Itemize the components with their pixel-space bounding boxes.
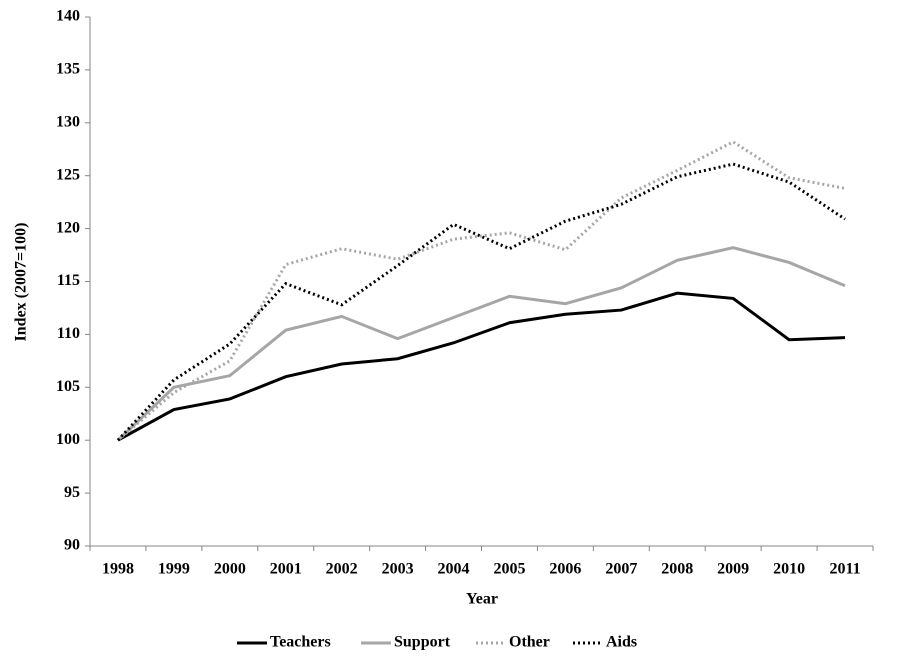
y-tick-label: 125 — [56, 166, 80, 183]
y-tick-label: 130 — [56, 113, 80, 130]
series-line — [116, 162, 846, 442]
x-tick-label: 2005 — [493, 561, 525, 578]
series-line — [116, 246, 846, 442]
x-axis-title: Year — [466, 591, 498, 608]
x-tick-label: 2002 — [326, 561, 358, 578]
y-tick-label: 115 — [57, 272, 80, 289]
y-tick-label: 105 — [56, 378, 80, 395]
legend-label: Aids — [606, 634, 637, 651]
legend-label: Support — [394, 634, 451, 651]
y-tick-label: 90 — [64, 537, 80, 554]
x-tick-label: 2008 — [661, 561, 693, 578]
y-tick-label: 110 — [57, 325, 80, 342]
x-tick-label: 2004 — [438, 561, 470, 578]
y-tick-label: 100 — [56, 431, 80, 448]
series-line — [117, 291, 846, 442]
x-tick-label: 1999 — [158, 561, 190, 578]
x-tick-label: 2007 — [605, 561, 637, 578]
x-tick-label: 2011 — [829, 561, 860, 578]
x-tick-label: 2006 — [549, 561, 581, 578]
y-tick-label: 120 — [56, 219, 80, 236]
x-tick-label: 2009 — [717, 561, 749, 578]
x-tick-label: 2010 — [773, 561, 805, 578]
x-tick-label: 2000 — [214, 561, 246, 578]
legend-label: Teachers — [270, 634, 331, 651]
y-tick-label: 140 — [56, 8, 80, 25]
x-tick-label: 1998 — [102, 561, 134, 578]
x-tick-label: 2003 — [382, 561, 414, 578]
series-line — [116, 140, 846, 442]
x-tick-label: 2001 — [270, 561, 302, 578]
y-tick-label: 135 — [56, 61, 80, 78]
y-tick-label: 95 — [64, 484, 80, 501]
y-axis-title: Index (2007=100) — [13, 223, 30, 342]
legend-label: Other — [509, 634, 550, 651]
